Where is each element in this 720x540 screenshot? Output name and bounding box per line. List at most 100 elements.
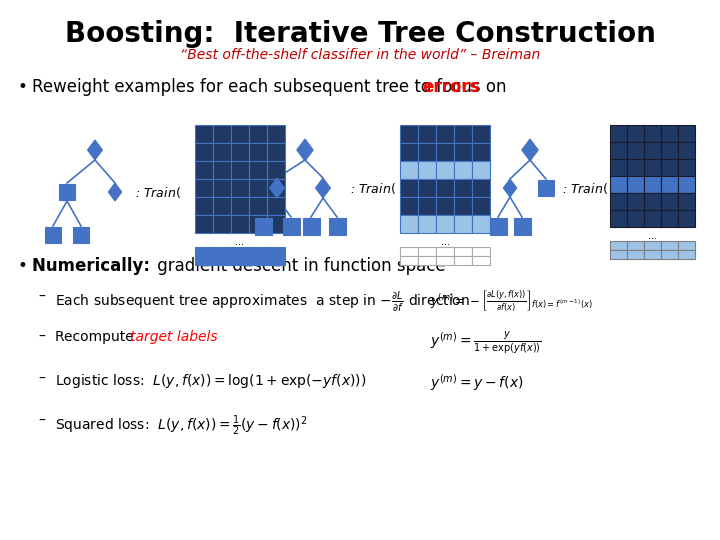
Text: •: • [18,78,28,96]
Bar [454,179,472,197]
Bar [472,179,490,197]
Bar [400,143,418,161]
Bar [249,247,267,256]
Bar [627,159,644,176]
Bar [436,179,454,197]
Text: ...: ... [235,237,245,247]
Bar [400,161,418,179]
Text: Recompute: Recompute [55,330,138,344]
Bar [627,241,644,250]
Bar [418,179,436,197]
Bar [436,247,454,256]
Text: gradient descent in function space: gradient descent in function space [152,257,446,275]
Polygon shape [315,178,330,198]
Text: –: – [38,290,45,304]
Bar [282,218,300,234]
Bar [627,176,644,193]
Bar [627,210,644,227]
Bar [195,143,213,161]
Bar [249,161,267,179]
Bar [610,250,627,259]
Bar [213,197,231,215]
Bar [195,125,213,143]
Bar [436,143,454,161]
Bar [195,256,213,265]
Bar [436,197,454,215]
Bar [472,197,490,215]
Bar [195,215,213,233]
Bar [454,143,472,161]
Bar [610,210,627,227]
Bar [231,256,249,265]
Bar [644,210,661,227]
Bar [418,247,436,256]
Bar [472,247,490,256]
Polygon shape [503,179,517,197]
Text: $y^{(m)} = -\left[\frac{\partial L(y,f(x))}{\partial f(x)}\right]_{f(x)=f^{(m-1): $y^{(m)} = -\left[\frac{\partial L(y,f(x… [430,288,593,314]
Bar [213,125,231,143]
Text: Boosting:  Iterative Tree Construction: Boosting: Iterative Tree Construction [65,20,655,48]
Bar [436,125,454,143]
Bar [627,125,644,142]
Bar [249,179,267,197]
Bar [490,218,506,234]
Bar [610,241,627,250]
Bar [400,215,418,233]
Text: Squared loss:  $L\left(y, f(x)\right) = \frac{1}{2}\left(y - f(x)\right)^2$: Squared loss: $L\left(y, f(x)\right) = \… [55,414,307,438]
Bar [231,247,249,256]
Bar [249,215,267,233]
Text: ...: ... [648,231,657,241]
Bar [400,256,418,265]
Bar [644,193,661,210]
Bar [610,193,627,210]
Bar [454,125,472,143]
Text: target labels: target labels [130,330,217,344]
Bar [195,179,213,197]
Bar [418,256,436,265]
Polygon shape [269,178,284,198]
Bar [418,161,436,179]
Bar [644,241,661,250]
Bar [454,215,472,233]
Bar [418,197,436,215]
Bar [678,159,695,176]
Bar [436,215,454,233]
Bar [678,210,695,227]
Bar [454,247,472,256]
Bar [254,218,271,234]
Bar [267,125,285,143]
Bar [328,218,346,234]
Bar [610,142,627,159]
Bar [627,250,644,259]
Bar [644,125,661,142]
Bar [610,125,627,142]
Bar [73,227,89,243]
Bar [418,125,436,143]
Text: : $Train($: : $Train($ [562,180,608,195]
Bar [610,159,627,176]
Bar [661,241,678,250]
Bar [213,247,231,256]
Bar [59,184,75,200]
Text: : $Train($: : $Train($ [135,185,181,199]
Bar [472,215,490,233]
Bar [678,125,695,142]
Bar [267,161,285,179]
Bar [661,176,678,193]
Bar [267,215,285,233]
Bar [538,180,554,196]
Bar [436,161,454,179]
Bar [472,143,490,161]
Text: errors: errors [422,78,480,96]
Bar [472,256,490,265]
Bar [661,125,678,142]
Bar [267,143,285,161]
Bar [661,159,678,176]
Bar [678,176,695,193]
Text: –: – [38,372,45,386]
Bar [195,247,213,256]
Bar [678,142,695,159]
Text: –: – [38,330,45,344]
Bar [644,159,661,176]
Polygon shape [297,139,313,161]
